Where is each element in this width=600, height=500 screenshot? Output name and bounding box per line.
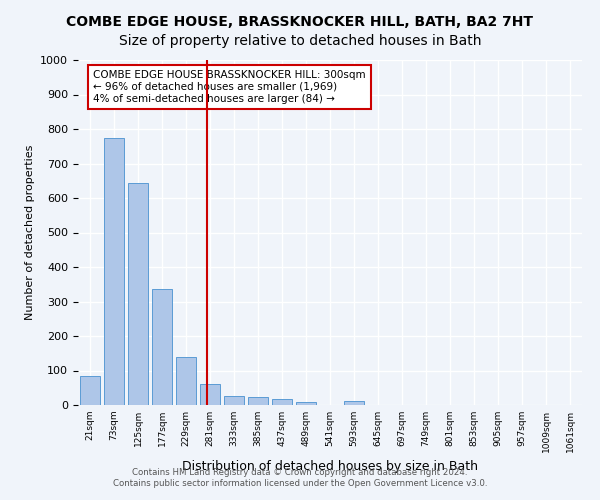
Text: Contains HM Land Registry data © Crown copyright and database right 2024.
Contai: Contains HM Land Registry data © Crown c… — [113, 468, 487, 487]
Text: COMBE EDGE HOUSE BRASSKNOCKER HILL: 300sqm
← 96% of detached houses are smaller : COMBE EDGE HOUSE BRASSKNOCKER HILL: 300s… — [93, 70, 366, 104]
Bar — [80, 376, 100, 405]
X-axis label: Distribution of detached houses by size in Bath: Distribution of detached houses by size … — [182, 460, 478, 473]
Bar — [248, 398, 268, 405]
Text: COMBE EDGE HOUSE, BRASSKNOCKER HILL, BATH, BA2 7HT: COMBE EDGE HOUSE, BRASSKNOCKER HILL, BAT… — [67, 15, 533, 29]
Bar — [176, 358, 196, 405]
Bar — [272, 399, 292, 405]
Bar — [104, 138, 124, 405]
Y-axis label: Number of detached properties: Number of detached properties — [25, 145, 35, 320]
Text: Size of property relative to detached houses in Bath: Size of property relative to detached ho… — [119, 34, 481, 48]
Bar — [200, 384, 220, 405]
Bar — [344, 401, 364, 405]
Bar — [224, 396, 244, 405]
Bar — [296, 402, 316, 405]
Bar — [152, 290, 172, 405]
Bar — [128, 183, 148, 405]
